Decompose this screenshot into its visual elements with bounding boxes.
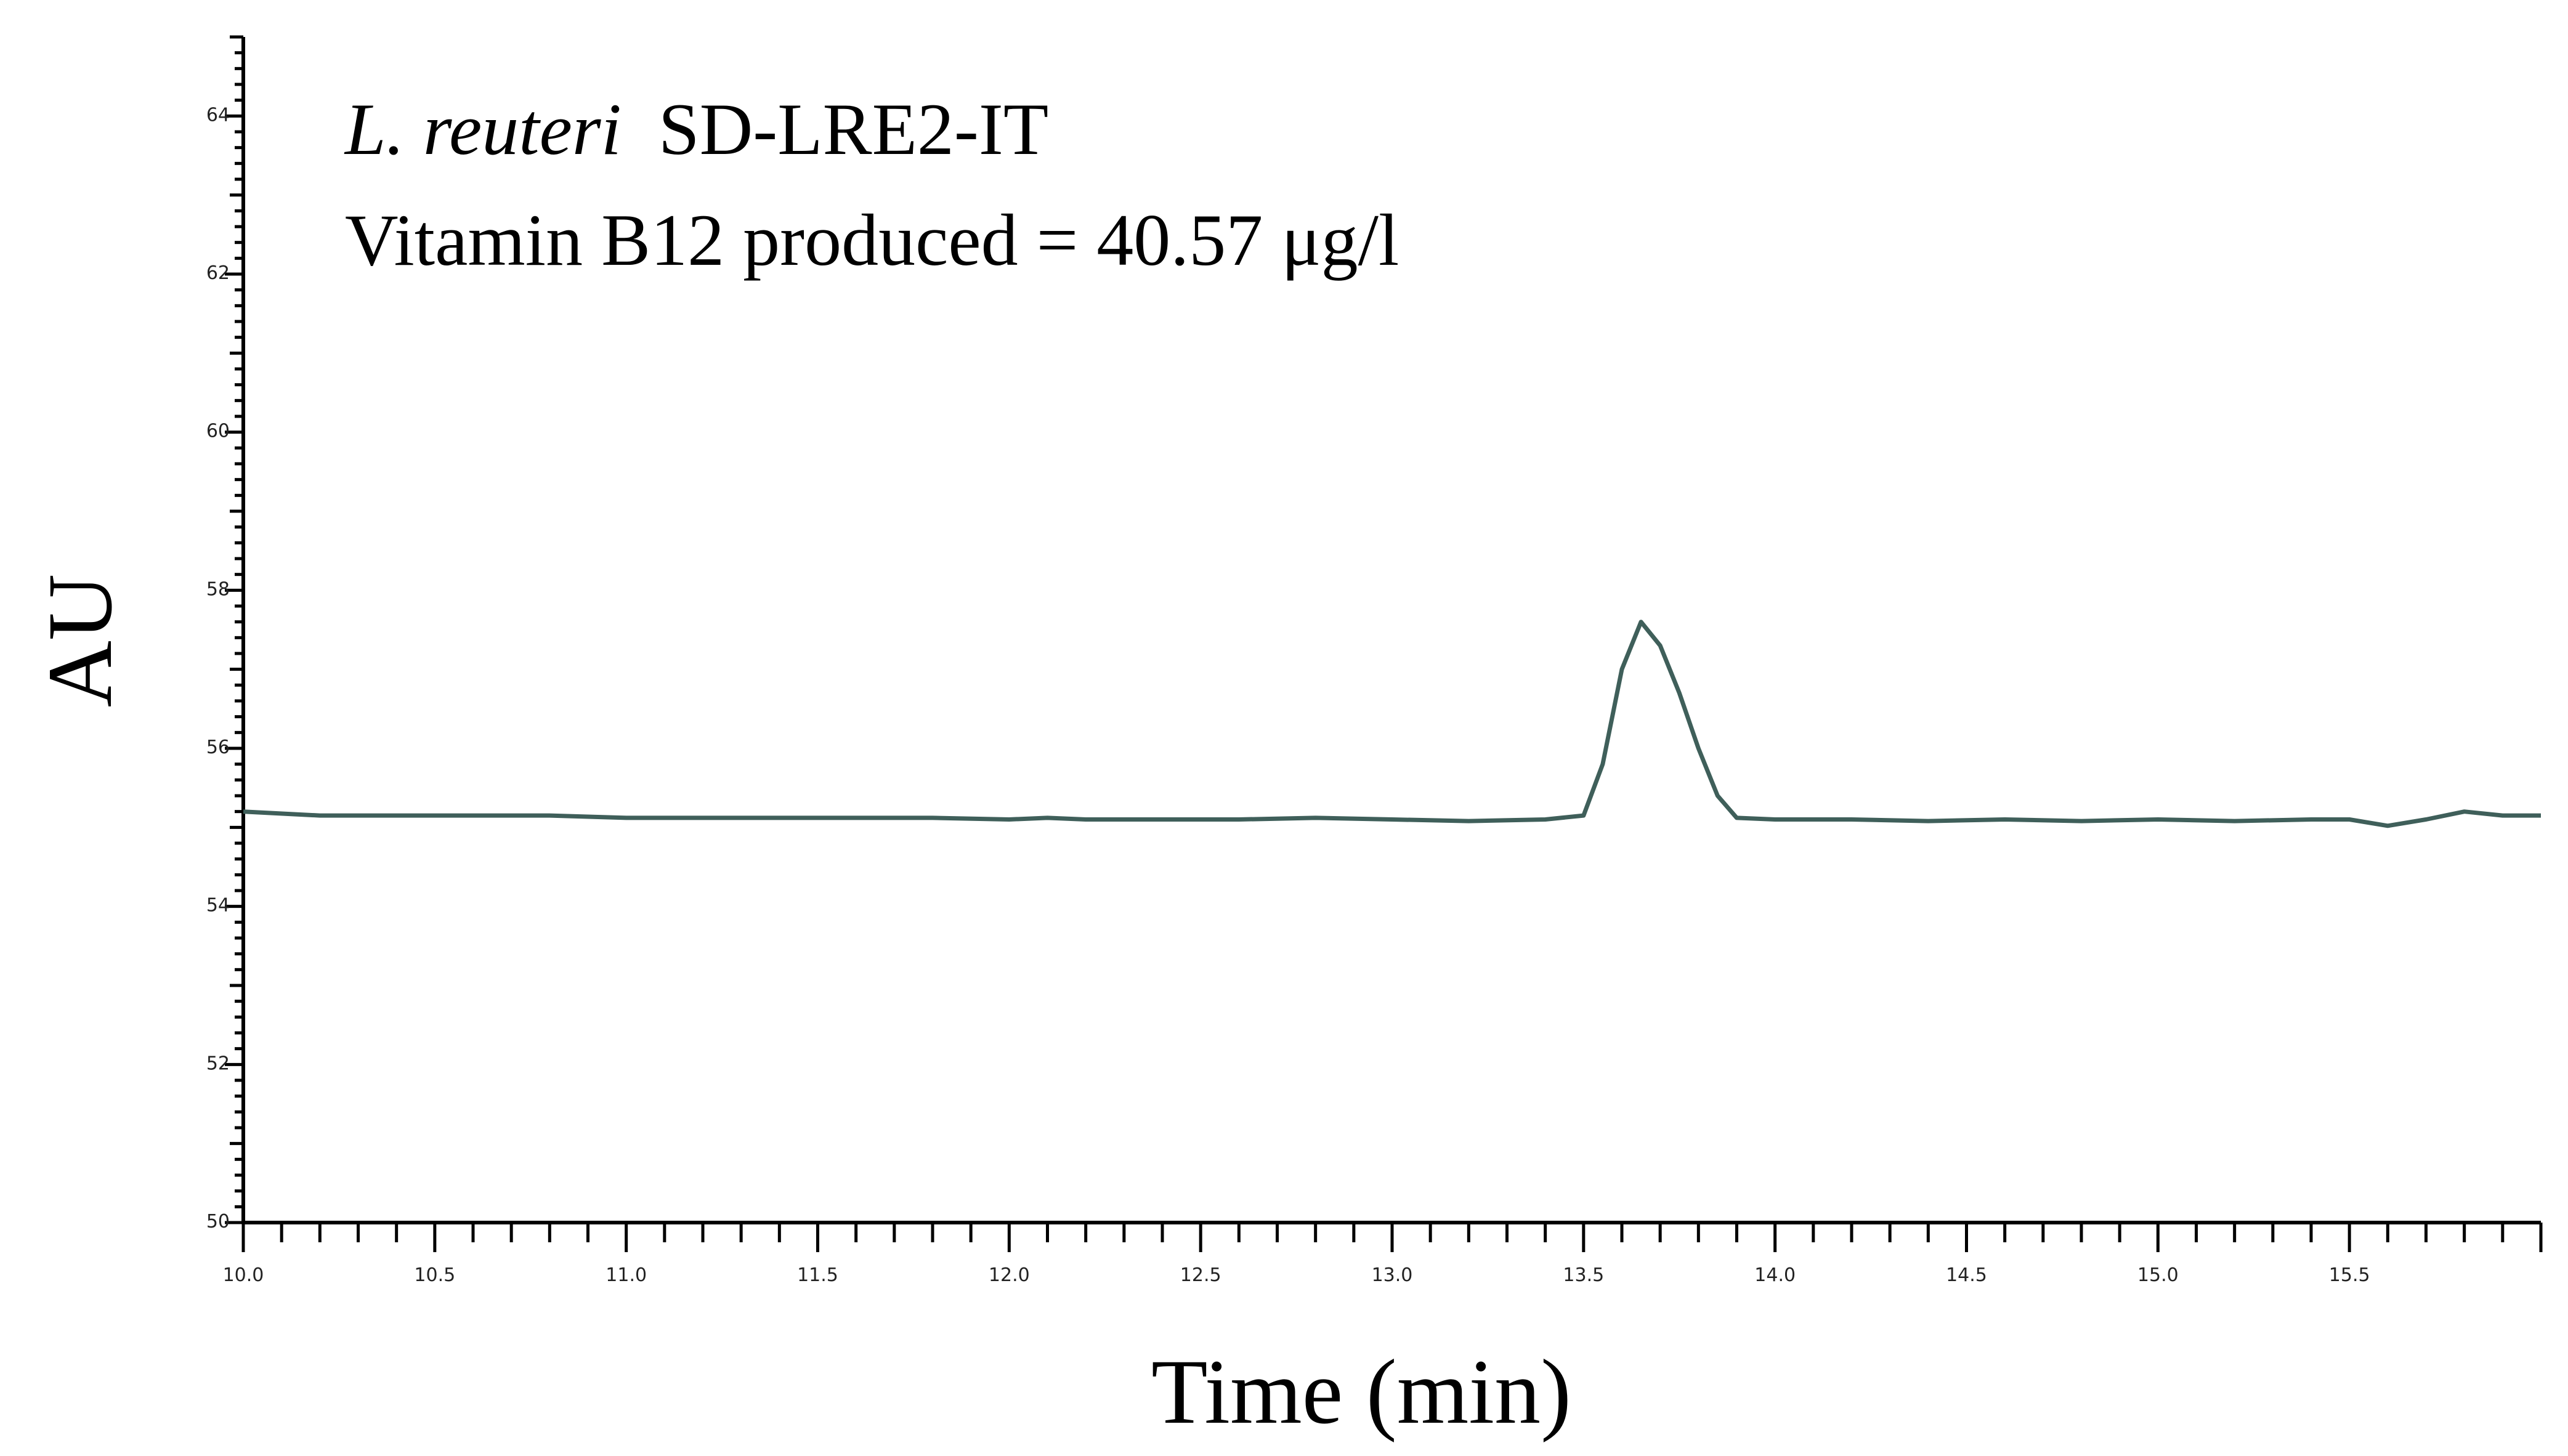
strain-code: SD-LRE2-IT [658, 88, 1048, 170]
y-tick-label: 56 [206, 737, 230, 758]
x-tick-label: 14.0 [1754, 1264, 1796, 1286]
y-tick-label: 60 [206, 421, 230, 442]
x-tick-label: 11.5 [797, 1264, 838, 1286]
vitamin-result: Vitamin B12 produced = 40.57 μg/l [345, 199, 1399, 281]
chromatogram-trace [243, 620, 2541, 828]
x-tick-label: 11.0 [606, 1264, 647, 1286]
x-tick-label: 10.0 [223, 1264, 264, 1286]
y-axis-ticks: 50 52 54 56 58 60 62 64 [206, 35, 243, 1232]
y-tick-label: 62 [206, 262, 230, 284]
x-tick-label: 14.5 [1946, 1264, 1987, 1286]
x-tick-label: 15.5 [2329, 1264, 2370, 1286]
y-tick-label: 52 [206, 1053, 230, 1074]
x-tick-label: 10.5 [414, 1264, 455, 1286]
y-tick-label: 64 [206, 104, 230, 126]
y-tick-label: 58 [206, 578, 230, 600]
y-tick-label: 50 [206, 1211, 230, 1232]
x-tick-label: 12.5 [1180, 1264, 1221, 1286]
x-tick-label: 13.0 [1372, 1264, 1413, 1286]
y-axis-title: AU [29, 574, 131, 708]
x-axis-ticks: 10.0 10.5 11.0 11.5 12.0 12.5 13.0 13.5 14.0 14.5… [223, 1223, 2543, 1286]
y-tick-label: 54 [206, 895, 230, 916]
x-tick-label: 12.0 [989, 1264, 1030, 1286]
x-tick-label: 15.0 [2137, 1264, 2179, 1286]
strain-annotation: L. reuteri SD-LRE2-IT [344, 88, 1048, 170]
x-tick-label: 13.5 [1563, 1264, 1604, 1286]
strain-species: L. reuteri [344, 88, 622, 170]
x-axis-title: Time (min) [1151, 1341, 1571, 1443]
